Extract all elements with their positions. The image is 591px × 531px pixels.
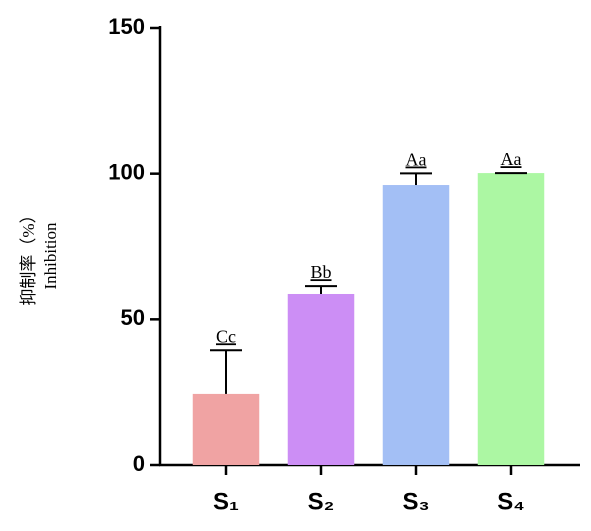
bar [477,173,545,466]
bar [382,185,450,465]
y-tick-label: 50 [121,305,145,330]
bar [192,393,260,465]
y-tick-label: 150 [108,14,145,39]
annotation: Aa [501,149,522,169]
bar [287,293,355,465]
annotation: Aa [406,150,427,170]
x-tick-label: S₄ [497,488,524,515]
y-label-cn: 抑制率（%） [19,206,38,305]
x-tick-label: S₂ [308,488,335,515]
x-tick-label: S₃ [402,488,429,515]
x-tick-label: S₁ [213,488,239,515]
y-tick-label: 100 [108,159,145,184]
y-tick-label: 0 [133,451,145,476]
y-label-en: Inhibition [41,222,60,290]
annotation: Cc [216,326,236,346]
annotation: Bb [310,262,331,282]
y-axis-title: 抑制率（%） Inhibition [19,206,60,305]
